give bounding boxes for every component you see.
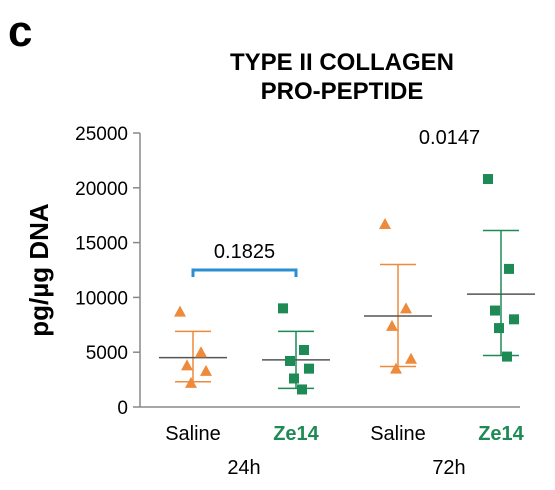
- data-point-2-3: [405, 352, 417, 364]
- data-point-1-0: [278, 303, 288, 314]
- data-point-1-5: [297, 384, 307, 395]
- data-point-1-3: [304, 363, 314, 374]
- p-value-label-1: 0.0147: [419, 127, 480, 149]
- x-group-label-3: Ze14: [478, 423, 524, 445]
- y-axis-label: pg/µg DNA: [24, 203, 54, 337]
- time-group-label-1: 72h: [432, 457, 465, 479]
- data-point-3-2: [490, 305, 500, 316]
- data-point-1-2: [285, 355, 295, 366]
- data-point-2-1: [400, 302, 412, 314]
- x-group-label-0: Saline: [165, 423, 221, 445]
- data-point-0-0: [174, 305, 186, 317]
- y-tick-label-4: 20000: [75, 179, 128, 200]
- data-point-0-3: [200, 364, 212, 376]
- panel-label: c: [8, 7, 32, 56]
- data-point-3-4: [494, 323, 504, 334]
- data-point-3-3: [509, 314, 519, 325]
- significance-bracket-0: [191, 268, 298, 277]
- time-group-label-0: 24h: [227, 457, 260, 479]
- y-tick-label-1: 5000: [86, 343, 128, 364]
- data-point-0-1: [195, 346, 207, 358]
- y-tick-label-3: 15000: [75, 234, 128, 255]
- y-tick-label-0: 0: [117, 398, 128, 419]
- data-point-1-1: [299, 345, 309, 356]
- data-point-1-4: [289, 373, 299, 384]
- data-point-0-2: [181, 359, 193, 371]
- chart-title-line-2: PRO-PEPTIDE: [261, 78, 424, 105]
- data-point-3-0: [483, 174, 493, 185]
- y-tick-label-5: 25000: [75, 124, 128, 145]
- x-group-label-1: Ze14: [273, 423, 319, 445]
- data-point-2-2: [386, 319, 398, 331]
- chart-title-line-1: TYPE II COLLAGEN: [230, 49, 454, 76]
- data-point-2-0: [379, 217, 391, 229]
- data-point-3-1: [504, 263, 514, 274]
- data-point-3-5: [502, 351, 512, 362]
- data-point-0-4: [185, 376, 197, 388]
- x-group-label-2: Saline: [370, 423, 426, 445]
- data-point-2-4: [390, 362, 402, 374]
- y-tick-label-2: 10000: [75, 288, 128, 309]
- p-value-label-0: 0.1825: [214, 241, 275, 263]
